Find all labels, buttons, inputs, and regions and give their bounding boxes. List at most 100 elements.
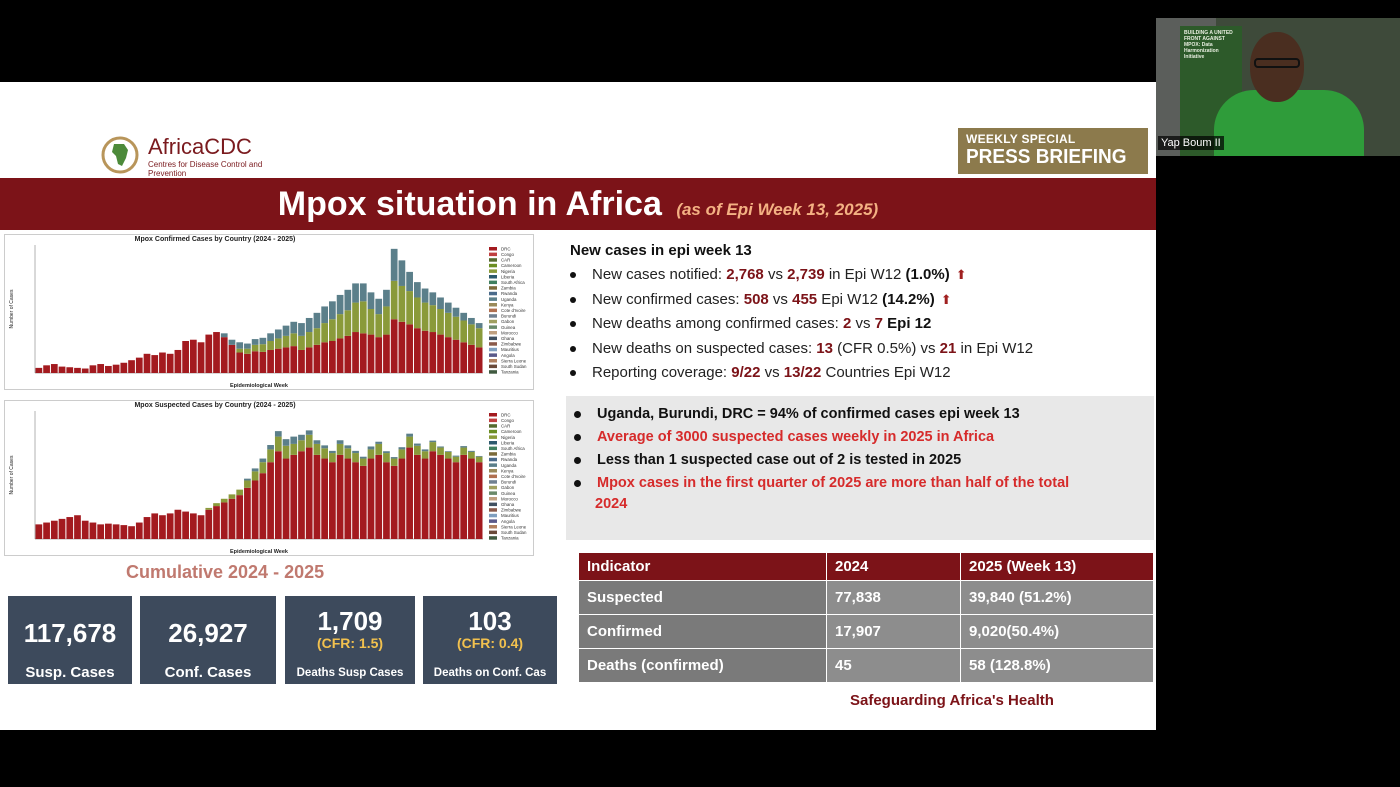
bar-segment	[274, 431, 282, 437]
legend-entry: Gabon	[501, 485, 515, 490]
bar-segment	[421, 302, 429, 331]
legend-entry: Mauritius	[501, 513, 520, 518]
bar-segment	[406, 433, 413, 437]
summary-text: Uganda, Burundi, DRC = 94% of confirmed …	[597, 406, 1020, 422]
summary-item: Average of 3000 suspected cases weekly i…	[574, 429, 994, 445]
legend-swatch	[489, 359, 497, 363]
table-header: 2024	[826, 552, 961, 581]
text: New deaths among confirmed cases:	[592, 315, 843, 332]
table-cell: 58 (128.8%)	[960, 648, 1154, 683]
title-banner: Mpox situation in Africa (as of Epi Week…	[0, 178, 1156, 230]
bar-segment	[352, 450, 359, 454]
legend-entry: Ghana	[501, 502, 515, 507]
legend-entry: Morocco	[501, 330, 518, 335]
bar-segment	[244, 348, 251, 354]
legend-entry: Burundi	[501, 314, 516, 319]
bullet-icon	[574, 479, 581, 487]
bar-segment	[475, 328, 483, 348]
bar-segment	[475, 323, 483, 329]
bar-segment	[421, 458, 429, 539]
kpi-confirmed-cases: 26,927 Conf. Cases	[140, 596, 276, 684]
bar-segment	[97, 524, 105, 539]
bar-segment	[290, 436, 298, 444]
legend-entry: DRC	[501, 246, 511, 251]
bar-segment	[413, 328, 421, 373]
bar-segment	[367, 292, 375, 309]
legend-entry: CAR	[501, 258, 510, 263]
bar-segment	[321, 306, 329, 324]
bar-segment	[329, 341, 336, 373]
bar-segment	[305, 447, 313, 539]
bar-segment	[321, 323, 329, 343]
bar-segment	[321, 342, 329, 373]
legend-swatch	[489, 275, 497, 279]
bar-segment	[460, 446, 468, 448]
legend-entry: DRC	[501, 412, 511, 417]
bar-segment	[89, 522, 97, 539]
bar-segment	[406, 447, 413, 539]
y-axis-label: Number of Cases	[9, 289, 15, 328]
bar-segment	[50, 520, 58, 539]
bar-segment	[313, 440, 321, 444]
legend-entry: Zambia	[501, 452, 516, 457]
bar-segment	[267, 462, 274, 539]
webcam-tile[interactable]: BUILDING A UNITED FRONT AGAINST MPOX: Da…	[1156, 18, 1400, 156]
bar-segment	[305, 332, 313, 348]
bar-segment	[429, 442, 437, 452]
bar-segment	[313, 328, 321, 345]
bar-segment	[367, 334, 375, 373]
bar-segment	[205, 507, 213, 510]
legend-entry: Cote d'Ivoire	[501, 474, 526, 479]
bar-segment	[383, 462, 390, 539]
bar-segment	[344, 458, 352, 539]
legend-entry: Cameroon	[501, 263, 522, 268]
bar-segment	[383, 289, 390, 307]
bar-segment	[305, 317, 313, 333]
briefing-line1: WEEKLY SPECIAL	[966, 132, 1076, 146]
legend-swatch	[489, 474, 497, 479]
legend-swatch	[489, 441, 497, 445]
legend-swatch	[489, 353, 497, 357]
bar-segment	[390, 280, 398, 320]
legend-swatch	[489, 364, 497, 369]
legend-swatch	[489, 452, 497, 456]
legend-entry: Liberia	[501, 440, 515, 445]
bar-segment	[120, 525, 128, 539]
bar-segment	[105, 523, 112, 539]
text: vs	[851, 315, 875, 332]
kpi-deaths-suspected: 1,709 (CFR: 1.5) Deaths Susp Cases	[285, 596, 415, 684]
bar-segment	[352, 462, 359, 539]
bar-segment	[406, 436, 413, 448]
bar-segment	[197, 342, 205, 373]
bar-segment	[460, 454, 468, 539]
bar-segment	[58, 366, 66, 373]
bar-segment	[475, 462, 483, 539]
bar-segment	[251, 468, 259, 472]
legend-entry: Rwanda	[501, 457, 518, 462]
bar-segment	[128, 526, 135, 539]
new-cases-item: New confirmed cases: 508 vs 455 Epi W12 …	[570, 291, 952, 308]
legend-swatch	[489, 314, 497, 318]
bar-segment	[444, 302, 452, 313]
bar-segment	[166, 513, 174, 539]
legend-swatch	[489, 331, 497, 335]
bar-segment	[220, 502, 228, 539]
legend-entry: Cote d'Ivoire	[501, 308, 526, 313]
kpi-value: 1,709	[317, 606, 383, 636]
legend-entry: Nigeria	[501, 435, 515, 440]
kpi-value: 26,927	[168, 618, 248, 648]
bar-segment	[267, 349, 274, 373]
table-cell: 9,020(50.4%)	[960, 614, 1154, 649]
bar-segment	[321, 458, 329, 539]
bar-segment	[313, 344, 321, 373]
legend-swatch	[489, 269, 497, 273]
bar-segment	[452, 455, 460, 457]
text: vs	[760, 364, 784, 381]
bar-segment	[282, 458, 290, 539]
legend-swatch	[489, 258, 497, 262]
legend-swatch	[489, 342, 497, 346]
bar-segment	[259, 337, 267, 345]
highlight: 2	[842, 315, 852, 332]
bar-segment	[313, 454, 321, 539]
highlight: 508	[743, 290, 769, 308]
